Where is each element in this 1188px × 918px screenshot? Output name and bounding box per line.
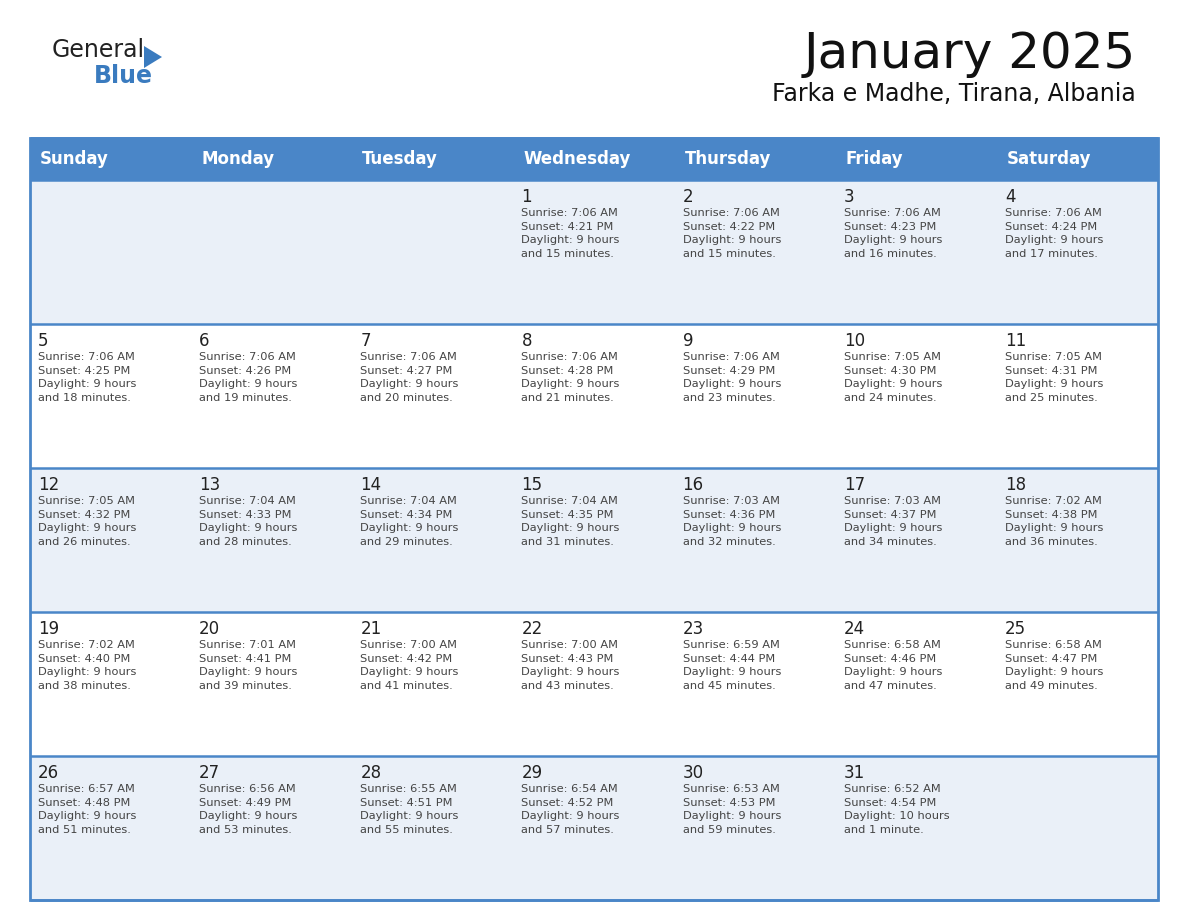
Text: General: General [52, 38, 145, 62]
Polygon shape [144, 46, 162, 68]
Text: Sunrise: 7:02 AM
Sunset: 4:40 PM
Daylight: 9 hours
and 38 minutes.: Sunrise: 7:02 AM Sunset: 4:40 PM Dayligh… [38, 640, 137, 691]
Text: 15: 15 [522, 476, 543, 494]
Text: Sunrise: 6:56 AM
Sunset: 4:49 PM
Daylight: 9 hours
and 53 minutes.: Sunrise: 6:56 AM Sunset: 4:49 PM Dayligh… [200, 784, 297, 834]
Text: Sunrise: 6:58 AM
Sunset: 4:46 PM
Daylight: 9 hours
and 47 minutes.: Sunrise: 6:58 AM Sunset: 4:46 PM Dayligh… [843, 640, 942, 691]
Text: 29: 29 [522, 764, 543, 782]
Text: Sunrise: 7:03 AM
Sunset: 4:36 PM
Daylight: 9 hours
and 32 minutes.: Sunrise: 7:03 AM Sunset: 4:36 PM Dayligh… [683, 496, 781, 547]
Text: Sunrise: 6:54 AM
Sunset: 4:52 PM
Daylight: 9 hours
and 57 minutes.: Sunrise: 6:54 AM Sunset: 4:52 PM Dayligh… [522, 784, 620, 834]
Text: Sunrise: 7:04 AM
Sunset: 4:34 PM
Daylight: 9 hours
and 29 minutes.: Sunrise: 7:04 AM Sunset: 4:34 PM Dayligh… [360, 496, 459, 547]
Text: 10: 10 [843, 332, 865, 350]
Text: January 2025: January 2025 [804, 30, 1136, 78]
Text: Sunrise: 7:05 AM
Sunset: 4:31 PM
Daylight: 9 hours
and 25 minutes.: Sunrise: 7:05 AM Sunset: 4:31 PM Dayligh… [1005, 352, 1104, 403]
Text: 2: 2 [683, 188, 693, 206]
Text: 27: 27 [200, 764, 220, 782]
Text: 9: 9 [683, 332, 693, 350]
Text: Blue: Blue [94, 64, 153, 88]
Text: Monday: Monday [201, 150, 274, 168]
Text: 7: 7 [360, 332, 371, 350]
Text: Farka e Madhe, Tirana, Albania: Farka e Madhe, Tirana, Albania [772, 82, 1136, 106]
Bar [30, 324, 1158, 468]
Text: 31: 31 [843, 764, 865, 782]
Text: Sunrise: 7:00 AM
Sunset: 4:42 PM
Daylight: 9 hours
and 41 minutes.: Sunrise: 7:00 AM Sunset: 4:42 PM Dayligh… [360, 640, 459, 691]
Text: Sunrise: 6:59 AM
Sunset: 4:44 PM
Daylight: 9 hours
and 45 minutes.: Sunrise: 6:59 AM Sunset: 4:44 PM Dayligh… [683, 640, 781, 691]
Text: Tuesday: Tuesday [362, 150, 438, 168]
Text: Sunrise: 7:06 AM
Sunset: 4:27 PM
Daylight: 9 hours
and 20 minutes.: Sunrise: 7:06 AM Sunset: 4:27 PM Dayligh… [360, 352, 459, 403]
Text: 21: 21 [360, 620, 381, 638]
Text: Sunrise: 7:06 AM
Sunset: 4:23 PM
Daylight: 9 hours
and 16 minutes.: Sunrise: 7:06 AM Sunset: 4:23 PM Dayligh… [843, 208, 942, 259]
Text: 3: 3 [843, 188, 854, 206]
Text: 12: 12 [38, 476, 59, 494]
Text: 8: 8 [522, 332, 532, 350]
Text: Thursday: Thursday [684, 150, 771, 168]
Text: 26: 26 [38, 764, 59, 782]
Text: 22: 22 [522, 620, 543, 638]
Bar [30, 468, 1158, 612]
Text: 16: 16 [683, 476, 703, 494]
Text: 28: 28 [360, 764, 381, 782]
Text: Sunday: Sunday [40, 150, 109, 168]
Text: Sunrise: 7:02 AM
Sunset: 4:38 PM
Daylight: 9 hours
and 36 minutes.: Sunrise: 7:02 AM Sunset: 4:38 PM Dayligh… [1005, 496, 1104, 547]
Text: 6: 6 [200, 332, 209, 350]
Text: 24: 24 [843, 620, 865, 638]
Text: Sunrise: 7:00 AM
Sunset: 4:43 PM
Daylight: 9 hours
and 43 minutes.: Sunrise: 7:00 AM Sunset: 4:43 PM Dayligh… [522, 640, 620, 691]
Text: Sunrise: 7:06 AM
Sunset: 4:21 PM
Daylight: 9 hours
and 15 minutes.: Sunrise: 7:06 AM Sunset: 4:21 PM Dayligh… [522, 208, 620, 259]
Text: 23: 23 [683, 620, 703, 638]
Text: 5: 5 [38, 332, 49, 350]
Bar [30, 756, 1158, 900]
Text: Sunrise: 7:04 AM
Sunset: 4:35 PM
Daylight: 9 hours
and 31 minutes.: Sunrise: 7:04 AM Sunset: 4:35 PM Dayligh… [522, 496, 620, 547]
Text: Sunrise: 7:06 AM
Sunset: 4:29 PM
Daylight: 9 hours
and 23 minutes.: Sunrise: 7:06 AM Sunset: 4:29 PM Dayligh… [683, 352, 781, 403]
Text: Sunrise: 7:01 AM
Sunset: 4:41 PM
Daylight: 9 hours
and 39 minutes.: Sunrise: 7:01 AM Sunset: 4:41 PM Dayligh… [200, 640, 297, 691]
Text: Sunrise: 7:06 AM
Sunset: 4:22 PM
Daylight: 9 hours
and 15 minutes.: Sunrise: 7:06 AM Sunset: 4:22 PM Dayligh… [683, 208, 781, 259]
Text: Sunrise: 6:53 AM
Sunset: 4:53 PM
Daylight: 9 hours
and 59 minutes.: Sunrise: 6:53 AM Sunset: 4:53 PM Dayligh… [683, 784, 781, 834]
Text: Sunrise: 7:06 AM
Sunset: 4:25 PM
Daylight: 9 hours
and 18 minutes.: Sunrise: 7:06 AM Sunset: 4:25 PM Dayligh… [38, 352, 137, 403]
Text: 1: 1 [522, 188, 532, 206]
Text: 13: 13 [200, 476, 221, 494]
Text: 17: 17 [843, 476, 865, 494]
Text: 20: 20 [200, 620, 220, 638]
Text: Sunrise: 7:05 AM
Sunset: 4:32 PM
Daylight: 9 hours
and 26 minutes.: Sunrise: 7:05 AM Sunset: 4:32 PM Dayligh… [38, 496, 137, 547]
Bar [30, 138, 1158, 180]
Text: 4: 4 [1005, 188, 1016, 206]
Text: 19: 19 [38, 620, 59, 638]
Text: Friday: Friday [846, 150, 903, 168]
Text: Wednesday: Wednesday [524, 150, 631, 168]
Text: 18: 18 [1005, 476, 1026, 494]
Text: Saturday: Saturday [1007, 150, 1092, 168]
Text: Sunrise: 7:05 AM
Sunset: 4:30 PM
Daylight: 9 hours
and 24 minutes.: Sunrise: 7:05 AM Sunset: 4:30 PM Dayligh… [843, 352, 942, 403]
Text: Sunrise: 6:57 AM
Sunset: 4:48 PM
Daylight: 9 hours
and 51 minutes.: Sunrise: 6:57 AM Sunset: 4:48 PM Dayligh… [38, 784, 137, 834]
Text: Sunrise: 7:03 AM
Sunset: 4:37 PM
Daylight: 9 hours
and 34 minutes.: Sunrise: 7:03 AM Sunset: 4:37 PM Dayligh… [843, 496, 942, 547]
Text: Sunrise: 6:58 AM
Sunset: 4:47 PM
Daylight: 9 hours
and 49 minutes.: Sunrise: 6:58 AM Sunset: 4:47 PM Dayligh… [1005, 640, 1104, 691]
Text: Sunrise: 6:55 AM
Sunset: 4:51 PM
Daylight: 9 hours
and 55 minutes.: Sunrise: 6:55 AM Sunset: 4:51 PM Dayligh… [360, 784, 459, 834]
Text: 25: 25 [1005, 620, 1026, 638]
Text: 14: 14 [360, 476, 381, 494]
Text: Sunrise: 6:52 AM
Sunset: 4:54 PM
Daylight: 10 hours
and 1 minute.: Sunrise: 6:52 AM Sunset: 4:54 PM Dayligh… [843, 784, 949, 834]
Text: Sunrise: 7:06 AM
Sunset: 4:28 PM
Daylight: 9 hours
and 21 minutes.: Sunrise: 7:06 AM Sunset: 4:28 PM Dayligh… [522, 352, 620, 403]
Bar [30, 180, 1158, 324]
Text: Sunrise: 7:06 AM
Sunset: 4:24 PM
Daylight: 9 hours
and 17 minutes.: Sunrise: 7:06 AM Sunset: 4:24 PM Dayligh… [1005, 208, 1104, 259]
Text: 30: 30 [683, 764, 703, 782]
Bar [30, 138, 1158, 900]
Text: Sunrise: 7:06 AM
Sunset: 4:26 PM
Daylight: 9 hours
and 19 minutes.: Sunrise: 7:06 AM Sunset: 4:26 PM Dayligh… [200, 352, 297, 403]
Text: 11: 11 [1005, 332, 1026, 350]
Text: Sunrise: 7:04 AM
Sunset: 4:33 PM
Daylight: 9 hours
and 28 minutes.: Sunrise: 7:04 AM Sunset: 4:33 PM Dayligh… [200, 496, 297, 547]
Bar [30, 612, 1158, 756]
